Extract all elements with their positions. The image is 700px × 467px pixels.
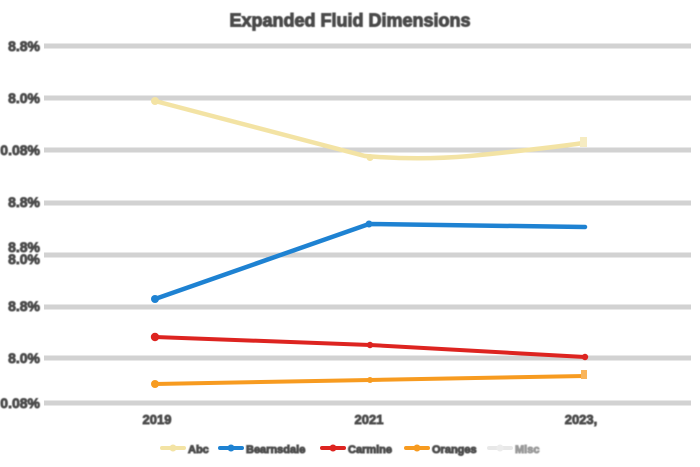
svg-text:8.8%: 8.8% (8, 298, 40, 314)
svg-text:8.8%: 8.8% (8, 38, 40, 54)
svg-text:8.0%: 8.0% (8, 251, 40, 267)
svg-text:2019: 2019 (143, 412, 172, 427)
svg-text:8.8%: 8.8% (8, 194, 40, 210)
svg-text:Carmine: Carmine (348, 444, 392, 456)
svg-text:Abc: Abc (188, 444, 209, 456)
svg-text:Oranges: Oranges (432, 444, 477, 456)
svg-text:0.08%: 0.08% (0, 142, 40, 158)
svg-text:8.0%: 8.0% (8, 350, 40, 366)
svg-text:2021: 2021 (355, 412, 384, 427)
svg-text:2023,: 2023, (565, 412, 598, 427)
svg-text:Expanded Fluid Dimensions: Expanded Fluid Dimensions (229, 11, 470, 31)
svg-text:8.0%: 8.0% (8, 90, 40, 106)
svg-text:Bearnsdale: Bearnsdale (246, 444, 305, 456)
svg-text:8.8%: 8.8% (8, 239, 40, 255)
svg-text:Misc: Misc (515, 444, 539, 456)
svg-text:0.08%: 0.08% (0, 395, 40, 411)
